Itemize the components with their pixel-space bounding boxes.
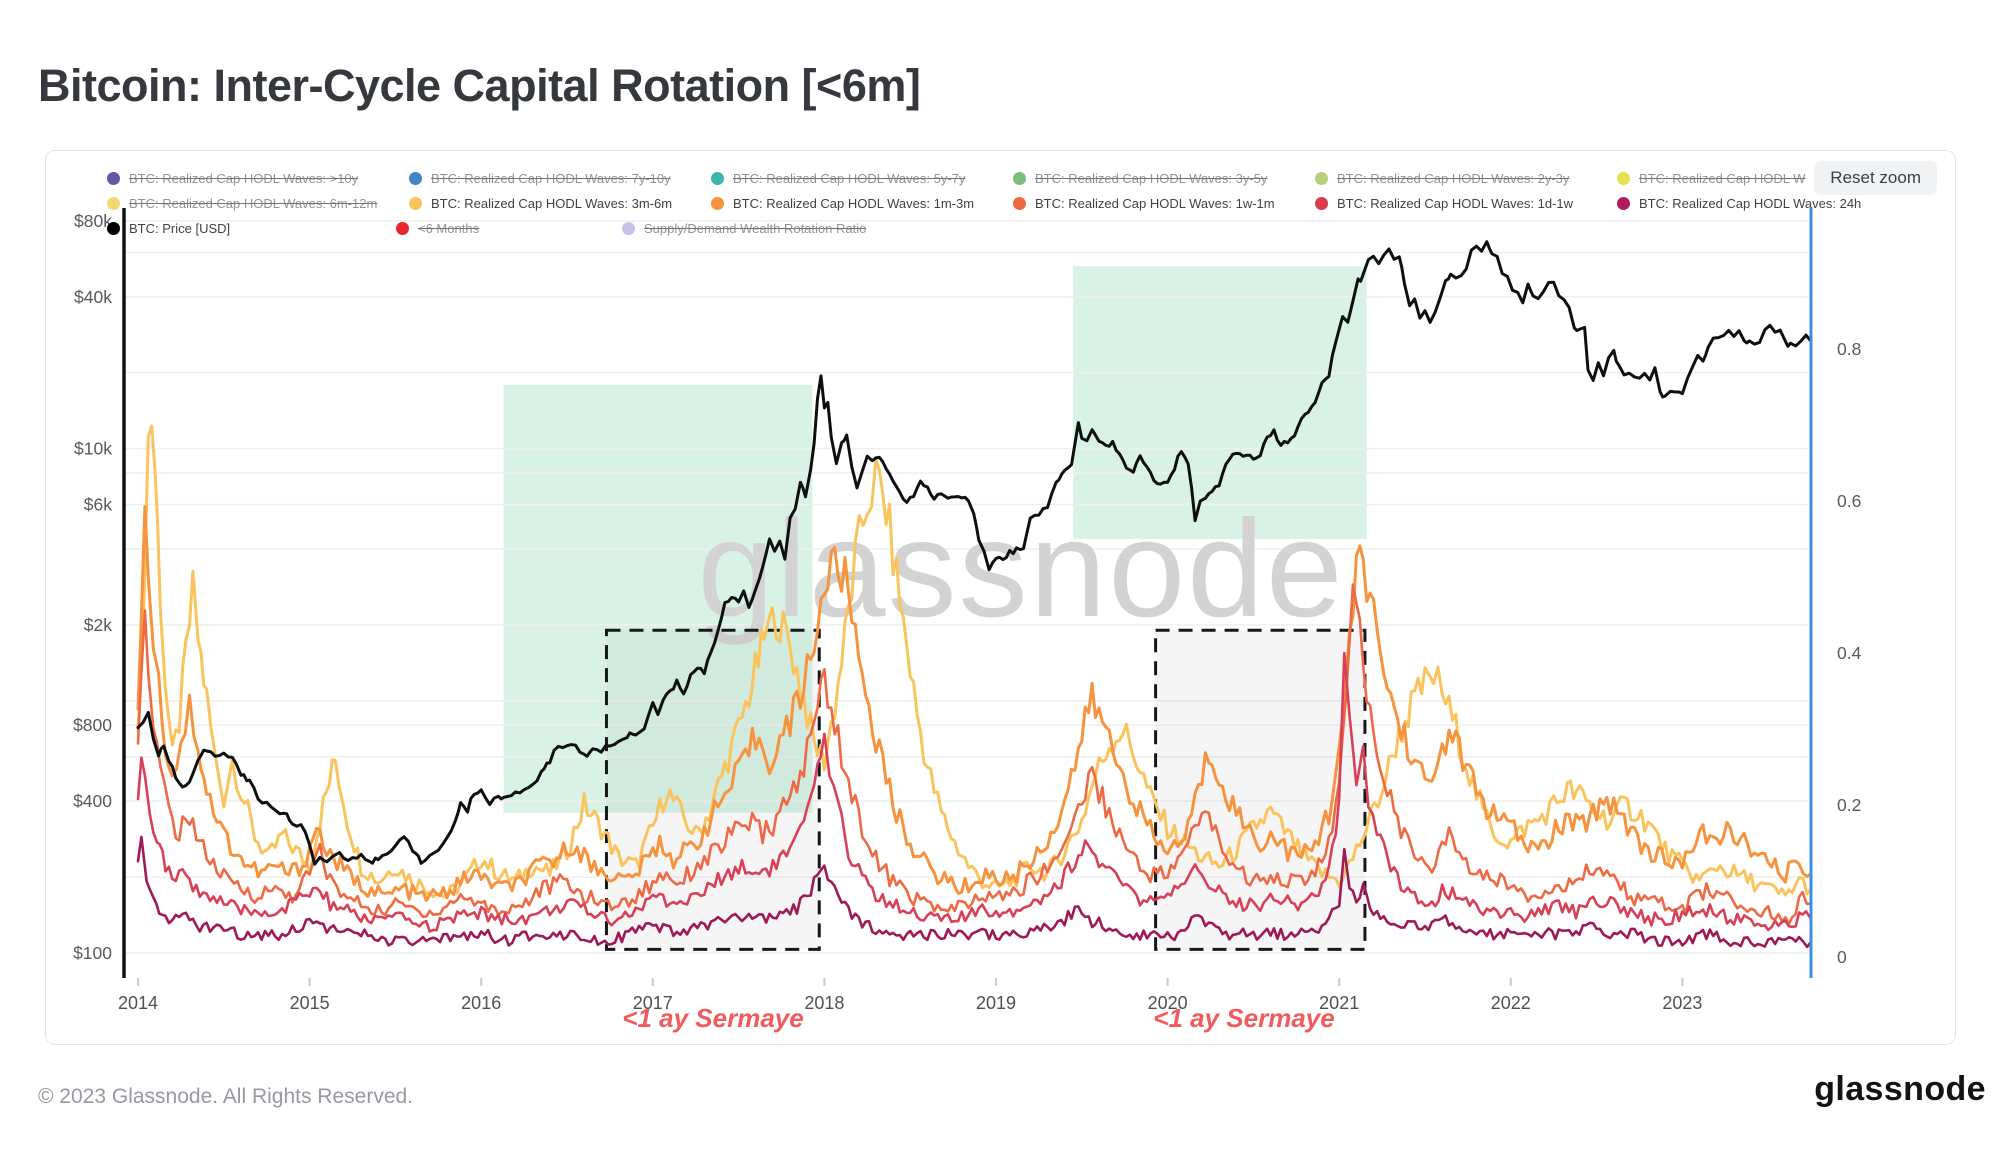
- year-axis-label: 2017: [633, 993, 673, 1013]
- chart-card: glassnode $80k $40k $10k $6k $2k $800 $400 $100 0…: [45, 150, 1956, 1045]
- legend-item-label: BTC: Realized Cap HODL Waves: 1d-1w: [1337, 195, 1574, 211]
- legend-marker-icon: [107, 221, 120, 235]
- annotation-lt-1m-capital-1: <1 ay Sermaye: [622, 1003, 804, 1033]
- legend-item-label: BTC: Realized Cap HODL Waves: 6m-12m: [129, 195, 378, 211]
- price-axis-label: $10k: [74, 439, 112, 459]
- reset-zoom-button[interactable]: Reset zoom: [1814, 161, 1937, 195]
- legend-item-btc-realized-cap-hodl-waves-10y[interactable]: BTC: Realized Cap HODL Waves: >10y: [107, 171, 409, 186]
- legend-item-label: BTC: Realized Cap HODL W: [1639, 170, 1806, 186]
- legend-item-btc-realized-cap-hodl-waves-24h[interactable]: BTC: Realized Cap HODL Waves: 24h: [1617, 196, 1919, 211]
- year-axis-label: 2022: [1491, 993, 1531, 1013]
- year-axis-label: 2023: [1662, 993, 1702, 1013]
- legend-item-btc-realized-cap-hodl-waves-1d-1w[interactable]: BTC: Realized Cap HODL Waves: 1d-1w: [1315, 196, 1617, 211]
- legend-marker-icon: [409, 196, 422, 210]
- legend-marker-icon: [622, 221, 635, 235]
- legend-item-label: BTC: Realized Cap HODL Waves: 5y-7y: [733, 170, 966, 186]
- legend-item-btc-realized-cap-hodl-w[interactable]: BTC: Realized Cap HODL W: [1617, 171, 1919, 186]
- legend-item-label: Supply/Demand Wealth Rotation Ratio: [644, 220, 867, 236]
- year-axis-label: 2015: [290, 993, 330, 1013]
- legend-marker-icon: [409, 171, 422, 185]
- legend-marker-icon: [1617, 171, 1630, 185]
- legend-item-label: BTC: Realized Cap HODL Waves: 1m-3m: [733, 195, 975, 211]
- copyright-text: © 2023 Glassnode. All Rights Reserved.: [38, 1085, 414, 1108]
- legend-item-btc-realized-cap-hodl-waves-7y-10y[interactable]: BTC: Realized Cap HODL Waves: 7y-10y: [409, 171, 711, 186]
- series-line-btc-realized-cap-hodl-waves-1w-1m: [136, 583, 1811, 926]
- legend-item-label: BTC: Realized Cap HODL Waves: 7y-10y: [431, 170, 671, 186]
- year-axis-label: 2021: [1319, 993, 1359, 1013]
- series-line-btc-realized-cap-hodl-waves-1m-3m: [136, 505, 1811, 902]
- legend-item-btc-realized-cap-hodl-waves-1m-3m[interactable]: BTC: Realized Cap HODL Waves: 1m-3m: [711, 196, 1013, 211]
- legend-item-6-months[interactable]: <6 Months: [396, 221, 622, 236]
- legend-item-label: BTC: Realized Cap HODL Waves: 2y-3y: [1337, 170, 1570, 186]
- ratio-axis-label: 0.6: [1837, 491, 1861, 511]
- legend-item-btc-realized-cap-hodl-waves-1w-1m[interactable]: BTC: Realized Cap HODL Waves: 1w-1m: [1013, 196, 1315, 211]
- ratio-axis-label: 0.2: [1837, 795, 1861, 815]
- legend-marker-icon: [396, 221, 409, 235]
- legend-item-btc-realized-cap-hodl-waves-5y-7y[interactable]: BTC: Realized Cap HODL Waves: 5y-7y: [711, 171, 1013, 186]
- series-line-btc-realized-cap-hodl-waves-24h: [136, 835, 1811, 949]
- legend-item-btc-realized-cap-hodl-waves-3m-6m[interactable]: BTC: Realized Cap HODL Waves: 3m-6m: [409, 196, 711, 211]
- legend-item-btc-realized-cap-hodl-waves-6m-12m[interactable]: BTC: Realized Cap HODL Waves: 6m-12m: [107, 196, 409, 211]
- page-title: Bitcoin: Inter-Cycle Capital Rotation [<…: [38, 60, 921, 112]
- year-axis-label: 2018: [804, 993, 844, 1013]
- legend-marker-icon: [107, 196, 120, 210]
- legend-marker-icon: [1013, 196, 1026, 210]
- legend-marker-icon: [711, 171, 724, 185]
- legend-row-3: BTC: Price [USD] <6 Months Supply/Demand W…: [107, 217, 866, 239]
- dashed-box-lt-1m-capital-2020: [1154, 628, 1367, 951]
- year-axis-label: 2016: [461, 993, 501, 1013]
- price-axis-label: $400: [73, 791, 112, 811]
- chart-canvas[interactable]: glassnode $80k $40k $10k $6k $2k $800 $400 $100 0…: [46, 151, 1955, 1044]
- legend-item-label: BTC: Realized Cap HODL Waves: >10y: [129, 170, 359, 186]
- legend-item-label: BTC: Realized Cap HODL Waves: 1w-1m: [1035, 195, 1275, 211]
- price-axis-label: $6k: [84, 495, 112, 515]
- legend-marker-icon: [1315, 171, 1328, 185]
- plot-area[interactable]: [124, 208, 1811, 978]
- ratio-axis-label: 0.4: [1837, 643, 1862, 663]
- year-axis-label: 2019: [976, 993, 1016, 1013]
- legend-item-label: <6 Months: [418, 220, 480, 236]
- series-line-btc-realized-cap-hodl-waves-3m-6m: [136, 424, 1811, 899]
- legend-marker-icon: [711, 196, 724, 210]
- year-axis-label: 2014: [118, 993, 158, 1013]
- legend-row-1: BTC: Realized Cap HODL Waves: >10y BTC: R…: [107, 167, 1919, 189]
- series-line-btc-price-usd: [136, 240, 1811, 866]
- ratio-axis-label: 0.8: [1837, 339, 1861, 359]
- year-axis-label: 2020: [1148, 993, 1188, 1013]
- legend-marker-icon: [1013, 171, 1026, 185]
- highlight-region-accumulation-2019-2021: [1073, 266, 1367, 540]
- price-axis-label: $100: [73, 943, 112, 963]
- glassnode-logo: glassnode: [1814, 1070, 1986, 1108]
- legend-item-btc-realized-cap-hodl-waves-2y-3y[interactable]: BTC: Realized Cap HODL Waves: 2y-3y: [1315, 171, 1617, 186]
- legend-marker-icon: [1617, 196, 1630, 210]
- legend-marker-icon: [1315, 196, 1328, 210]
- series-line-btc-realized-cap-hodl-waves-1d-1w: [136, 651, 1811, 933]
- price-axis-label: $2k: [84, 615, 112, 635]
- ratio-axis-label: 0: [1837, 947, 1847, 967]
- price-axis-label: $800: [73, 715, 112, 735]
- legend-item-btc-price-usd[interactable]: BTC: Price [USD]: [107, 221, 396, 236]
- price-axis-label: $40k: [74, 287, 112, 307]
- legend-item-label: BTC: Realized Cap HODL Waves: 3m-6m: [431, 195, 673, 211]
- legend-item-label: BTC: Price [USD]: [129, 220, 231, 236]
- legend-item-btc-realized-cap-hodl-waves-3y-5y[interactable]: BTC: Realized Cap HODL Waves: 3y-5y: [1013, 171, 1315, 186]
- price-axis-label: $80k: [74, 211, 112, 231]
- watermark: glassnode: [697, 492, 1344, 646]
- legend-item-supply-demand-wealth-rotation-ratio[interactable]: Supply/Demand Wealth Rotation Ratio: [622, 221, 866, 236]
- legend-row-2: BTC: Realized Cap HODL Waves: 6m-12m BTC:…: [107, 192, 1919, 214]
- legend-item-label: BTC: Realized Cap HODL Waves: 24h: [1639, 195, 1862, 211]
- legend-marker-icon: [107, 171, 120, 185]
- annotation-lt-1m-capital-2: <1 ay Sermaye: [1153, 1003, 1335, 1033]
- legend-item-label: BTC: Realized Cap HODL Waves: 3y-5y: [1035, 170, 1268, 186]
